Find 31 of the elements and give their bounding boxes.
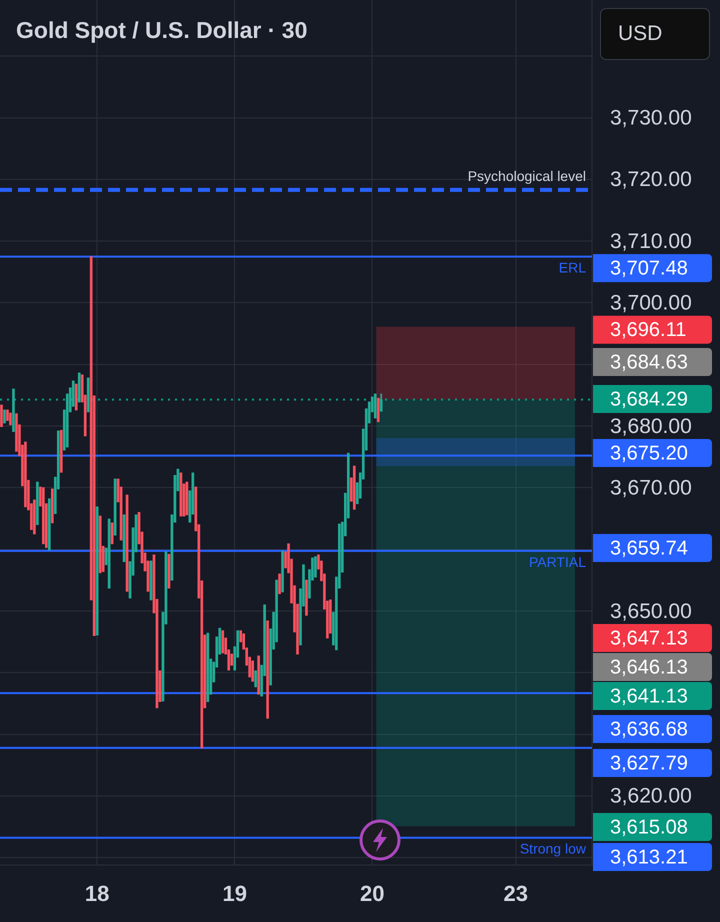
ref-line-label: Psychological level [468,168,586,184]
text: 3,646.13 [610,656,688,679]
text: 3,627.79 [610,752,688,775]
y-tick-label: 3,680.00 [610,414,692,438]
text: 3,636.68 [610,718,688,741]
text: Gold Spot / U.S. Dollar · 30 [16,17,308,44]
x-tick-label: 18 [84,881,110,906]
text: 3,615.08 [610,816,688,839]
text: 3,613.21 [610,846,688,869]
ref-line-label: PARTIAL [528,554,586,570]
x-tick-label: 19 [222,881,247,906]
y-tick-label: 3,650.00 [610,600,692,623]
y-tick-label: 3,670.00 [610,476,692,500]
y-tick-label: 3,700.00 [610,292,692,315]
x-tick-label: 20 [360,881,384,906]
ref-line-label: Strong low [520,840,587,857]
text: 3,675.20 [610,442,688,465]
text: 3,684.29 [610,388,688,411]
text: 3,707.48 [610,258,688,280]
y-tick-label: 3,730.00 [610,106,692,130]
text: USD [618,21,662,47]
y-tick-label: 3,720.00 [610,168,692,192]
text: 3,696.11 [610,319,686,342]
text: 3,684.63 [610,352,688,374]
y-tick-label: 3,710.00 [610,230,692,253]
ref-line-label: ERL [558,259,586,276]
text: 3,659.74 [610,538,688,560]
text: 3,647.13 [610,628,688,650]
text: 3,641.13 [610,686,688,708]
x-tick-label: 23 [504,881,528,906]
y-tick-label: 3,620.00 [610,784,692,808]
